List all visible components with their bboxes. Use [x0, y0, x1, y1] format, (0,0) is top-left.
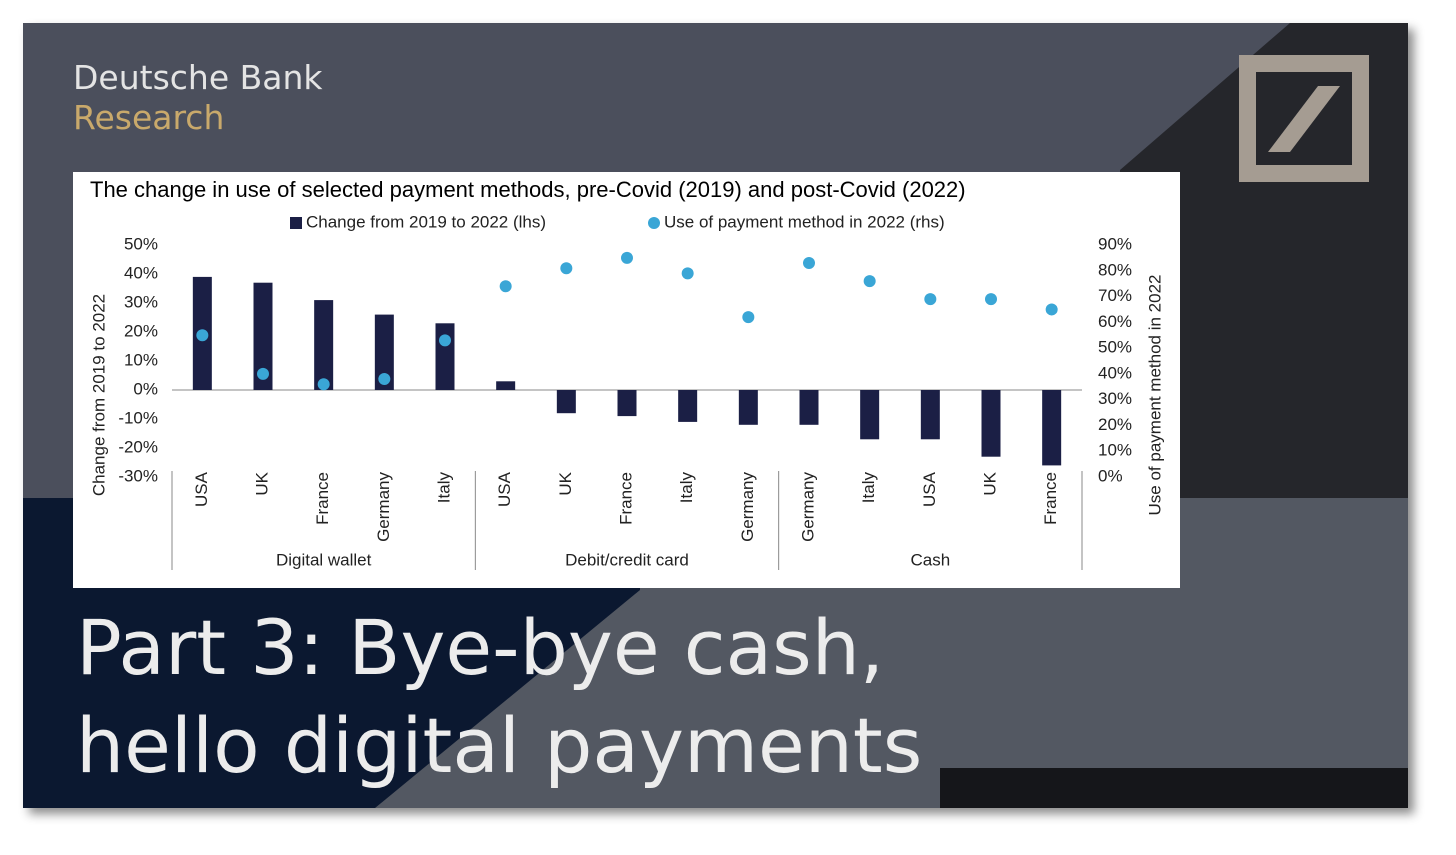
y-tick-label: 0%	[133, 379, 158, 398]
bar	[253, 282, 273, 390]
x-tick-label: Italy	[859, 472, 878, 504]
group-label: Debit/credit card	[565, 550, 689, 569]
y2-tick-label: 30%	[1098, 389, 1132, 408]
bar	[678, 390, 698, 422]
brand-unit: Research	[73, 98, 224, 137]
y2-tick-label: 90%	[1098, 234, 1132, 253]
y-tick-label: 10%	[124, 350, 158, 369]
dot	[803, 257, 815, 270]
x-tick-label: France	[616, 472, 635, 525]
legend-swatch	[648, 217, 660, 229]
dot	[257, 367, 269, 380]
dot	[1045, 303, 1058, 316]
y-axis-title: Change from 2019 to 2022	[89, 294, 108, 496]
y2-tick-label: 40%	[1098, 363, 1132, 382]
bar	[1042, 390, 1062, 466]
bar	[435, 323, 455, 390]
y2-tick-label: 80%	[1098, 260, 1132, 279]
headline: Part 3: Bye-bye cash,	[76, 603, 884, 692]
group-label: Digital wallet	[276, 550, 372, 569]
x-tick-label: France	[1041, 472, 1060, 525]
legend-label: Use of payment method in 2022 (rhs)	[664, 212, 945, 231]
logo	[1239, 55, 1369, 182]
y2-tick-label: 20%	[1098, 415, 1132, 434]
bar	[314, 300, 334, 390]
x-tick-label: USA	[192, 471, 211, 507]
bar	[799, 390, 819, 425]
bar	[920, 390, 940, 440]
y-tick-label: -20%	[118, 437, 158, 456]
dot	[439, 334, 451, 347]
y2-tick-label: 10%	[1098, 441, 1132, 460]
y-tick-label: 50%	[124, 234, 158, 253]
x-tick-label: Italy	[434, 472, 453, 504]
y2-tick-label: 50%	[1098, 338, 1132, 357]
dot	[621, 251, 633, 264]
bar	[617, 390, 637, 417]
y2-axis-title: Use of payment method in 2022	[1145, 275, 1164, 516]
y-tick-label: 20%	[124, 321, 158, 340]
x-tick-label: Germany	[798, 472, 817, 542]
bar	[496, 381, 516, 390]
brand-name: Deutsche Bank	[73, 58, 323, 97]
dot	[196, 329, 209, 342]
x-tick-label: UK	[980, 471, 999, 495]
x-tick-label: USA	[920, 471, 939, 507]
y2-tick-label: 70%	[1098, 286, 1132, 305]
x-tick-label: Germany	[738, 472, 757, 542]
bottom-strip	[940, 768, 1408, 808]
group-label: Cash	[910, 550, 950, 569]
dot	[985, 293, 997, 306]
y-tick-label: -30%	[118, 466, 158, 485]
dot	[378, 373, 391, 386]
y-tick-label: 40%	[124, 263, 158, 282]
dot	[863, 275, 876, 288]
dot	[681, 267, 694, 280]
chart-title: The change in use of selected payment me…	[90, 177, 966, 202]
y2-tick-label: 60%	[1098, 312, 1132, 331]
x-tick-label: Italy	[677, 472, 696, 504]
chart: The change in use of selected payment me…	[89, 177, 1164, 570]
x-tick-label: UK	[556, 471, 575, 495]
dot	[924, 293, 937, 306]
dot	[317, 378, 330, 391]
x-tick-label: UK	[252, 471, 271, 495]
legend-label: Change from 2019 to 2022 (lhs)	[306, 212, 546, 231]
y-tick-label: 30%	[124, 292, 158, 311]
dot	[742, 311, 755, 324]
dot	[499, 280, 512, 293]
x-tick-label: Germany	[374, 472, 393, 542]
bar	[374, 314, 394, 390]
bar	[556, 390, 576, 414]
x-tick-label: USA	[495, 471, 514, 507]
legend-swatch	[290, 217, 302, 229]
y2-tick-label: 0%	[1098, 466, 1123, 485]
y-tick-label: -10%	[118, 408, 158, 427]
bar	[738, 390, 758, 425]
bar	[860, 390, 880, 440]
x-tick-label: France	[313, 472, 332, 525]
bar	[981, 390, 1001, 457]
headline: hello digital payments	[76, 701, 922, 790]
dot	[560, 262, 573, 275]
